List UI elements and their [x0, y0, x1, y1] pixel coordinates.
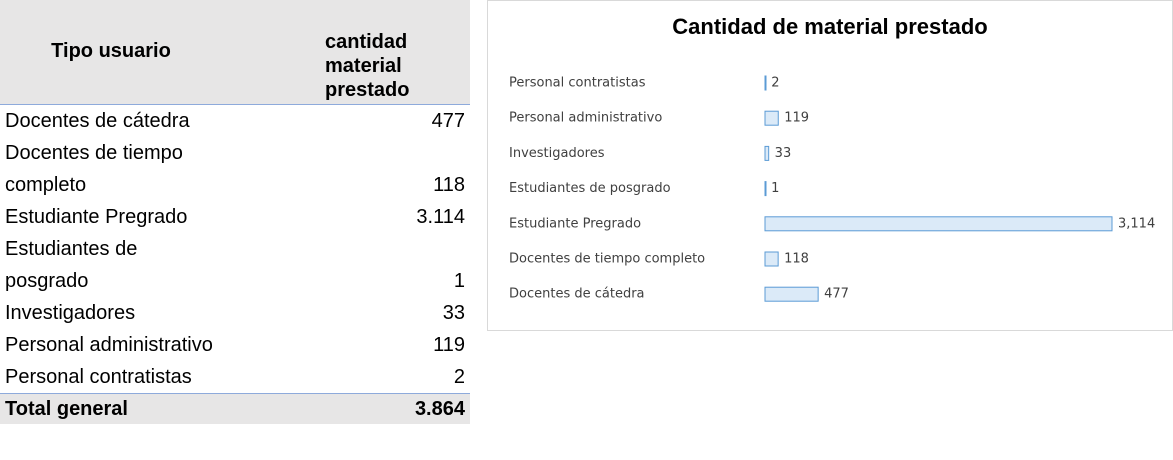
table-row: Personal contratistas 2 — [0, 361, 470, 394]
row-value: 33 — [442, 302, 465, 324]
category-label: Personal contratistas — [509, 76, 646, 91]
value-label: 2 — [771, 76, 779, 91]
table-row: Investigadores 33 — [0, 297, 470, 329]
row-value: 119 — [433, 334, 465, 356]
chart: Cantidad de material prestado Personal c… — [487, 0, 1173, 331]
value-label: 119 — [784, 111, 809, 126]
bar — [764, 251, 779, 267]
category-label: Estudiantes de posgrado — [509, 181, 671, 196]
value-label: 118 — [784, 252, 809, 267]
bar — [764, 181, 767, 197]
category-label: Docentes de tiempo completo — [509, 252, 705, 267]
total-label: Total general — [0, 393, 222, 424]
table-body: Docentes de cátedra 477 Docentes de tiempo… — [0, 105, 470, 394]
row-value: 3.114 — [416, 206, 465, 228]
row-label: Docentes de cátedra — [5, 110, 190, 132]
header-cell: Tipo usuario — [0, 0, 222, 105]
row-label: Personal administrativo — [5, 334, 213, 356]
row-value: 2 — [453, 366, 465, 388]
value-label: 33 — [775, 146, 792, 161]
bar — [764, 145, 770, 161]
total-value: 3.864 — [222, 393, 470, 424]
category-label: Docentes de cátedra — [509, 287, 645, 302]
bar — [764, 286, 819, 302]
bar — [764, 216, 1113, 232]
header-text: cantidad material prestado — [325, 31, 410, 101]
value-label: 3,114 — [1118, 216, 1155, 231]
row-label: Docentes de tiempo completo — [5, 142, 183, 196]
data-table: Tipo usuario cantidad material prestado … — [0, 0, 470, 424]
category-label: Personal administrativo — [509, 111, 662, 126]
header-cell: cantidad material prestado — [222, 0, 470, 105]
table-row: Docentes de tiempo completo 118 — [0, 137, 470, 201]
table-row: Estudiantes de posgrado 1 — [0, 233, 470, 297]
bar — [764, 110, 779, 126]
row-label: Investigadores — [5, 302, 136, 324]
table-row: Estudiante Pregrado 3.114 — [0, 201, 470, 233]
table-row: Personal administrativo 119 — [0, 329, 470, 361]
header-row: Tipo usuario cantidad material prestado — [0, 0, 470, 105]
row-value: 477 — [431, 110, 465, 132]
row-label: Estudiantes de posgrado — [5, 238, 138, 292]
table-row: Docentes de cátedra 477 — [0, 105, 470, 138]
total-row: Total general 3.864 — [0, 393, 470, 424]
row-value: 118 — [433, 174, 465, 196]
value-label: 1 — [771, 181, 779, 196]
category-label: Estudiante Pregrado — [509, 216, 641, 231]
chart-title: Cantidad de material prestado — [672, 14, 987, 39]
row-label: Personal contratistas — [5, 366, 192, 388]
bar — [764, 75, 767, 91]
row-label: Estudiante Pregrado — [5, 206, 188, 228]
row-value: 1 — [453, 270, 465, 292]
value-label: 477 — [824, 287, 849, 302]
chart-frame — [487, 0, 1173, 331]
category-label: Investigadores — [509, 146, 605, 161]
